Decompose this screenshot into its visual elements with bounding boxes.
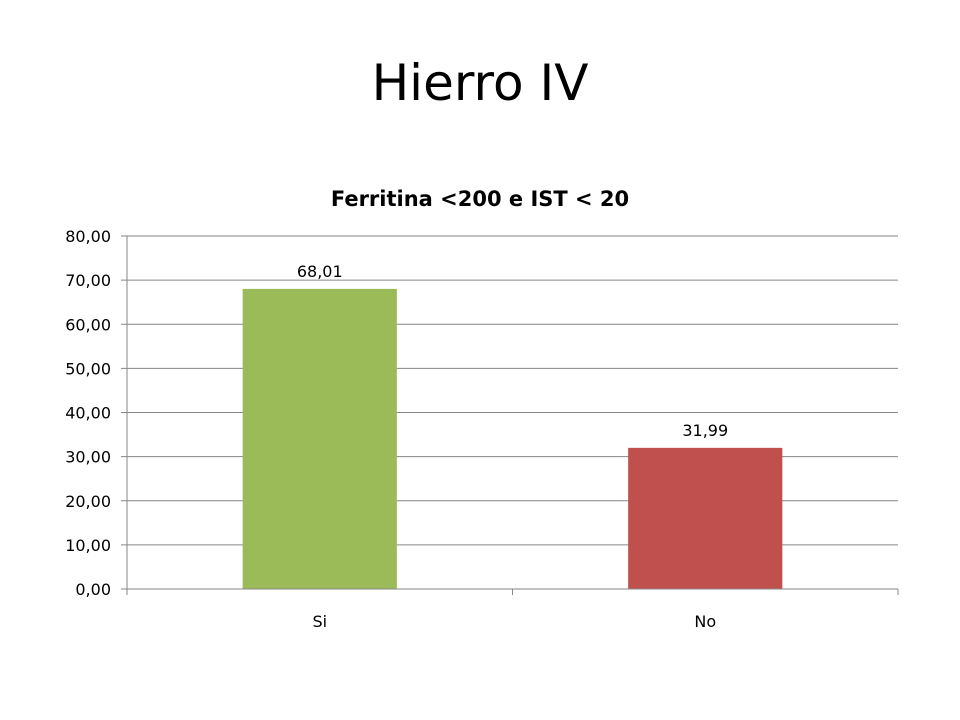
y-tick-label: 40,00 bbox=[65, 404, 111, 423]
y-tick-label: 0,00 bbox=[75, 580, 111, 599]
x-tick-label: Si bbox=[312, 612, 327, 631]
data-label: 31,99 bbox=[682, 421, 728, 440]
y-axis: 0,00 10,00 20,00 30,00 40,00 50,00 60,00 70,00 8… bbox=[65, 227, 127, 599]
bar-si bbox=[243, 289, 397, 589]
chart-title: Ferritina <200 e IST < 20 bbox=[331, 187, 629, 211]
y-tick-label: 60,00 bbox=[65, 315, 111, 334]
bars: 68,01 31,99 bbox=[243, 262, 783, 589]
y-tick-label: 50,00 bbox=[65, 359, 111, 378]
data-label: 68,01 bbox=[297, 262, 343, 281]
y-tick-label: 30,00 bbox=[65, 448, 111, 467]
bar-no bbox=[628, 448, 782, 589]
y-tick-label: 80,00 bbox=[65, 227, 111, 246]
y-tick-label: 20,00 bbox=[65, 492, 111, 511]
y-tick-label: 70,00 bbox=[65, 271, 111, 290]
x-axis: Si No bbox=[127, 589, 898, 631]
y-tick-label: 10,00 bbox=[65, 536, 111, 555]
x-tick-label: No bbox=[694, 612, 716, 631]
